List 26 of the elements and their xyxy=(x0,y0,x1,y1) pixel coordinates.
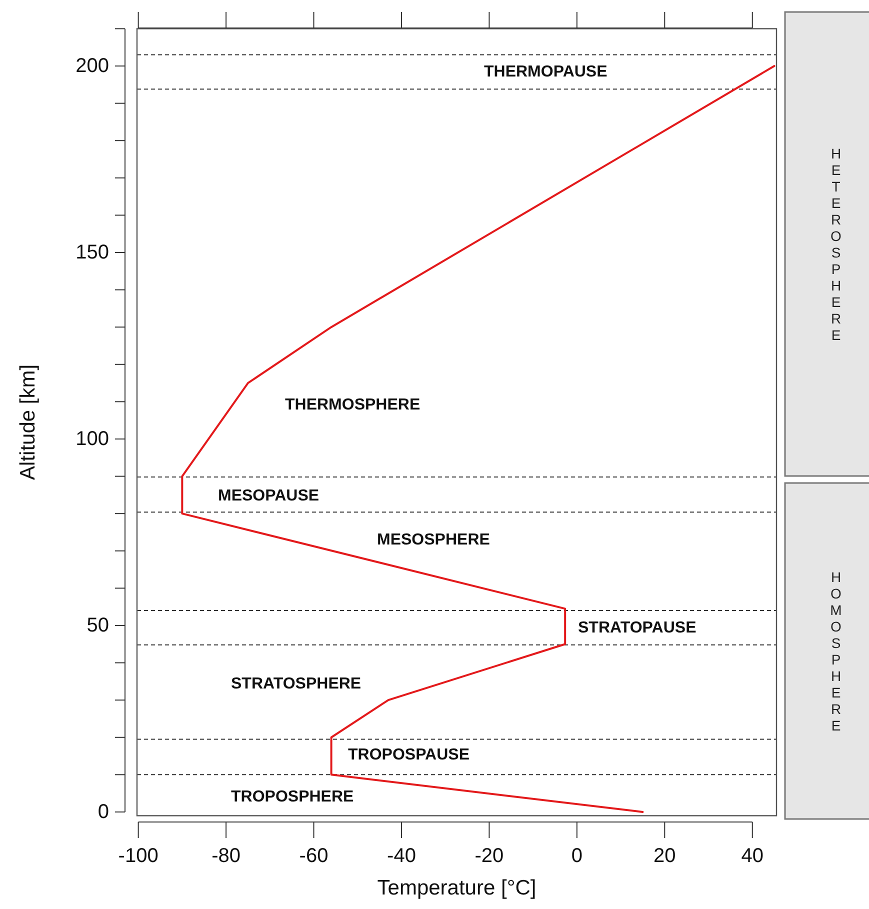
x-tick-label: 40 xyxy=(741,845,764,867)
x-tick-label: -80 xyxy=(212,845,240,867)
line-series xyxy=(181,65,776,813)
text: HOMOSPHERE xyxy=(830,568,842,734)
y-tick-label: 150 xyxy=(76,241,109,264)
y-tick-label: 100 xyxy=(76,428,109,450)
annotation: MESOPAUSE xyxy=(218,488,320,504)
annotation: TROPOSPAUSE xyxy=(348,746,470,764)
x-tick-label: 0 xyxy=(571,845,582,867)
x-tick-label: 20 xyxy=(654,845,676,867)
annotation: THERMOPAUSE xyxy=(484,64,608,80)
annotation: STRATOPAUSE xyxy=(578,620,697,636)
y-tick-label: 0 xyxy=(98,800,109,823)
annotation: STRATOSPHERE xyxy=(231,676,362,692)
annotation: THERMOSPHERE xyxy=(285,396,420,414)
y-tick-label: 50 xyxy=(86,614,109,636)
x-tick-label: -20 xyxy=(474,845,504,867)
annotation: TROPOSPHERE xyxy=(231,788,354,806)
x-tick-label: -40 xyxy=(387,845,416,867)
x-tick-label: -100 xyxy=(118,845,158,867)
y-tick-label: 200 xyxy=(76,55,109,77)
annotation: MESOSPHERE xyxy=(377,532,490,548)
text: HETEROSPHERE xyxy=(830,145,842,343)
x-tick-label: -60 xyxy=(299,845,328,867)
x-axis-title: Temperature [°C] xyxy=(377,876,536,900)
y-axis-title: Altitude [km] xyxy=(16,364,40,480)
